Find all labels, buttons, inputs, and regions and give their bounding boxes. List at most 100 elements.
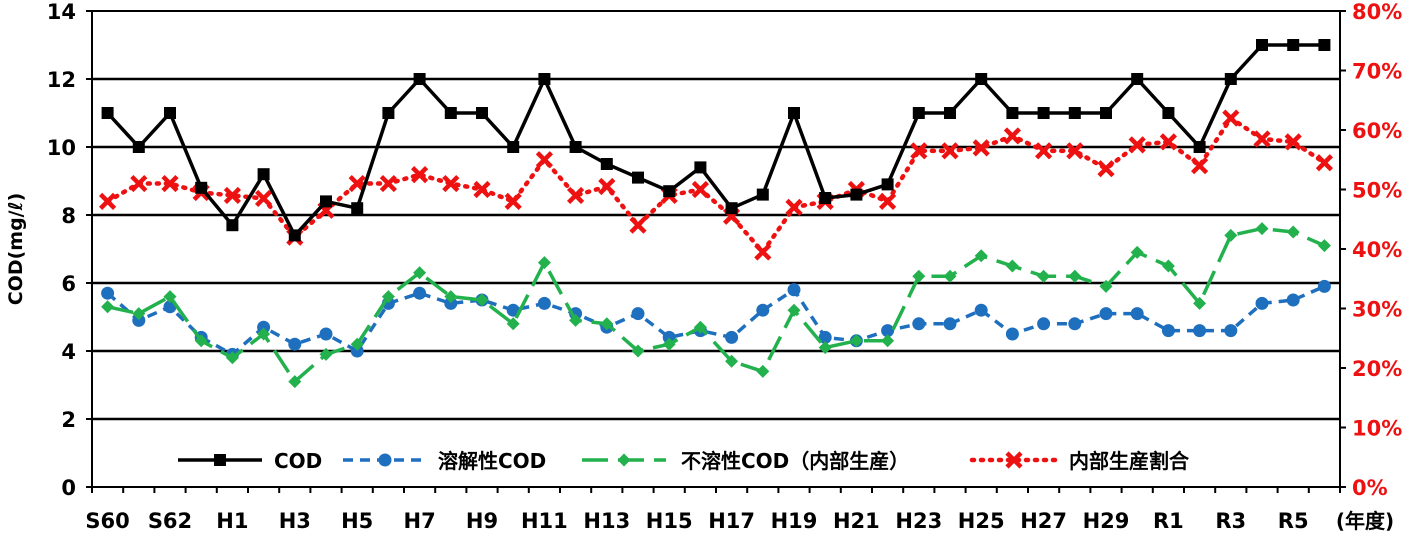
series-3: [99, 109, 1333, 261]
data-point: [506, 303, 520, 317]
data-point: [101, 107, 114, 119]
data-point: [600, 317, 614, 331]
x-tick-label: H1: [216, 509, 248, 533]
data-point: [444, 290, 458, 304]
data-point: [413, 73, 426, 85]
data-point: [912, 269, 926, 283]
data-point: [1222, 109, 1240, 127]
data-point: [850, 188, 863, 201]
data-point: [629, 216, 647, 234]
data-point: [288, 375, 302, 389]
data-point: [1193, 324, 1207, 338]
data-point: [1256, 39, 1268, 51]
gridlines: [92, 77, 1340, 421]
data-point: [1255, 296, 1269, 310]
x-tick-label: H7: [404, 509, 436, 533]
data-point: [725, 354, 739, 368]
data-point: [569, 141, 582, 153]
data-point: [1130, 245, 1144, 259]
data-point: [1317, 279, 1331, 293]
data-point: [617, 453, 631, 467]
x-tick-label: S62: [148, 509, 192, 533]
data-point: [413, 266, 427, 280]
data-point: [975, 73, 988, 85]
data-point: [101, 286, 115, 300]
x-tick-label: S60: [85, 509, 129, 533]
data-point: [1224, 324, 1238, 338]
data-point: [319, 347, 333, 361]
data-point: [257, 320, 271, 334]
data-point: [600, 158, 613, 170]
data-point: [475, 293, 489, 307]
data-point: [214, 454, 226, 466]
x-tick-label: H25: [958, 509, 1005, 533]
data-point: [255, 189, 273, 208]
data-point: [1255, 222, 1269, 236]
data-point: [411, 166, 429, 184]
data-point: [694, 161, 707, 174]
data-point: [381, 290, 395, 304]
data-point: [506, 317, 520, 331]
y-tick-label: 4: [61, 340, 76, 364]
data-point: [1066, 142, 1084, 160]
data-point: [972, 139, 990, 157]
data-point: [1161, 324, 1175, 338]
data-point: [132, 141, 145, 153]
data-point: [788, 107, 800, 119]
x-tick-label: H11: [521, 509, 568, 533]
data-point: [101, 300, 115, 314]
x-tick-label: R3: [1215, 509, 1246, 533]
legend-label: 内部生産割合: [1069, 449, 1190, 473]
data-point: [1162, 107, 1175, 119]
data-point: [537, 296, 551, 310]
data-point: [1005, 451, 1023, 469]
data-point: [941, 142, 959, 160]
data-point: [288, 229, 301, 242]
data-point: [1191, 157, 1209, 175]
data-point: [351, 202, 364, 215]
legend-label: COD: [274, 449, 322, 473]
data-point: [225, 351, 239, 365]
y2-tick-label: 30%: [1352, 298, 1402, 322]
data-point: [1005, 259, 1019, 273]
x-tick-label: H15: [646, 509, 693, 533]
x-tick-label: H17: [708, 509, 755, 533]
data-point: [413, 286, 427, 300]
series-1: [101, 279, 1331, 361]
y2-tick-label: 40%: [1352, 238, 1402, 262]
y-tick-label: 14: [47, 0, 76, 24]
series-line: [105, 115, 1327, 255]
data-point: [1099, 307, 1113, 321]
x-axis-unit: (年度): [1336, 509, 1394, 533]
data-point: [944, 107, 956, 119]
data-point: [974, 249, 988, 263]
data-point: [1315, 154, 1333, 172]
data-point: [1099, 279, 1113, 293]
data-point: [756, 188, 769, 201]
data-point: [879, 192, 897, 210]
legend-item: 溶解性COD: [343, 449, 546, 473]
data-point: [725, 330, 739, 344]
y-tick-label: 8: [61, 204, 76, 228]
data-point: [1068, 269, 1082, 283]
legend-label: 溶解性COD: [438, 449, 546, 473]
y2-tick-label: 10%: [1352, 417, 1402, 441]
data-point: [787, 303, 801, 317]
data-point: [1006, 107, 1019, 119]
data-point: [1193, 141, 1206, 153]
legend-label: 不溶性COD（内部生産）: [681, 449, 909, 473]
data-point: [350, 344, 364, 358]
data-point: [943, 269, 957, 283]
data-point: [1037, 317, 1051, 331]
data-point: [1131, 73, 1144, 85]
data-point: [504, 192, 522, 210]
data-point: [693, 320, 707, 334]
legend-item: 内部生産割合: [969, 449, 1190, 473]
data-point: [912, 317, 926, 331]
data-point: [382, 107, 395, 119]
data-point: [910, 142, 928, 160]
data-point: [350, 337, 364, 351]
plot-frame: [91, 10, 1341, 488]
